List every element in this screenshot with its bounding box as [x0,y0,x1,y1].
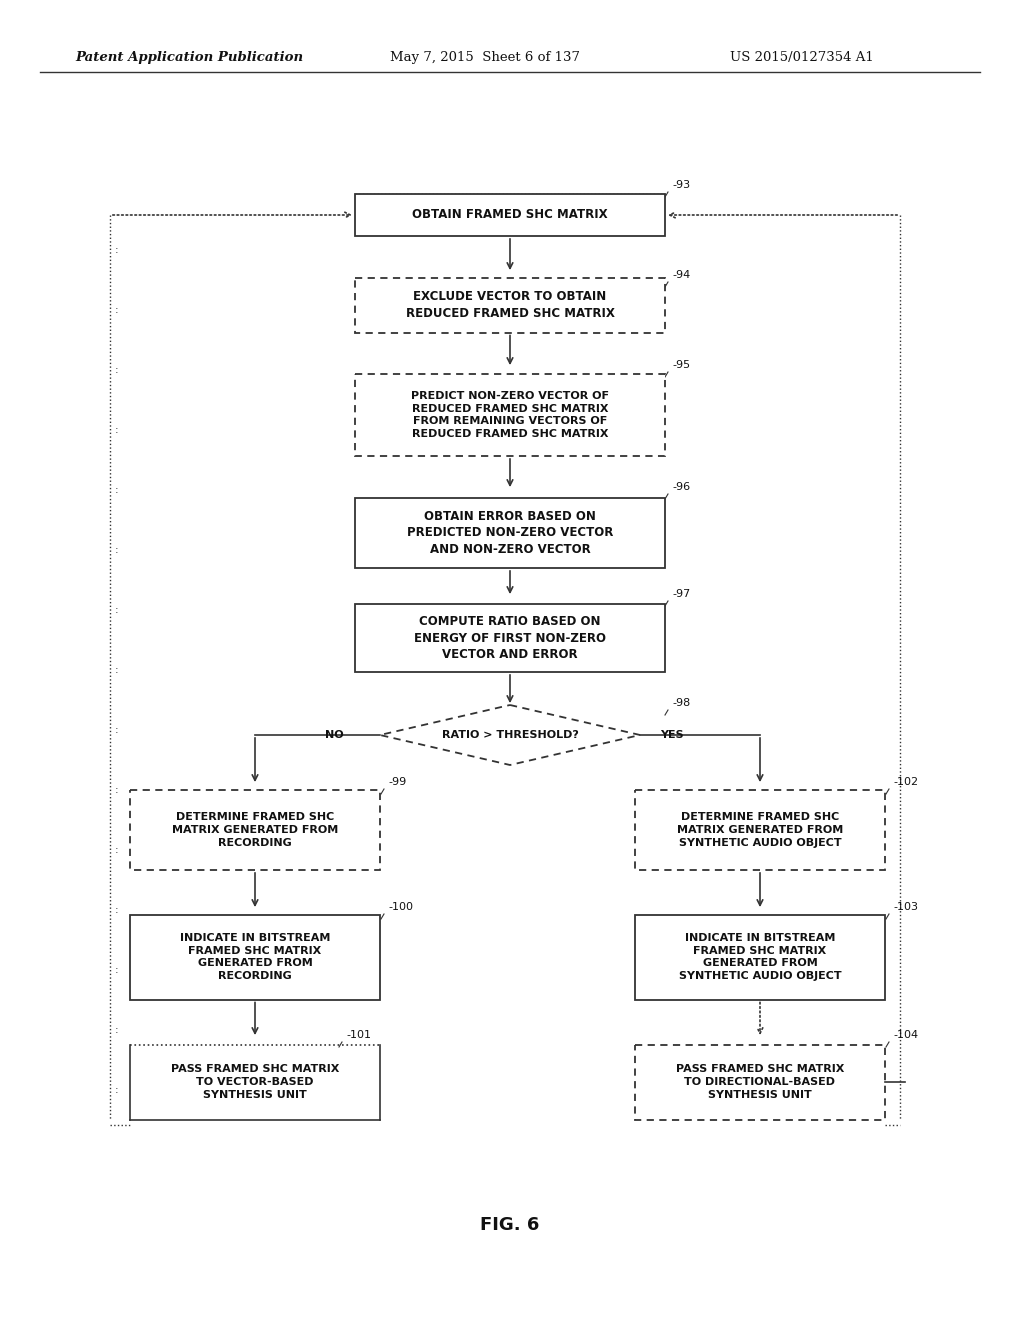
Text: DETERMINE FRAMED SHC
MATRIX GENERATED FROM
RECORDING: DETERMINE FRAMED SHC MATRIX GENERATED FR… [172,812,337,847]
Text: DETERMINE FRAMED SHC
MATRIX GENERATED FROM
SYNTHETIC AUDIO OBJECT: DETERMINE FRAMED SHC MATRIX GENERATED FR… [677,812,843,847]
Text: FIG. 6: FIG. 6 [480,1216,539,1234]
Text: -96: -96 [672,482,690,492]
Text: -101: -101 [345,1030,371,1040]
Text: EXCLUDE VECTOR TO OBTAIN
REDUCED FRAMED SHC MATRIX: EXCLUDE VECTOR TO OBTAIN REDUCED FRAMED … [406,290,613,319]
Text: INDICATE IN BITSTREAM
FRAMED SHC MATRIX
GENERATED FROM
SYNTHETIC AUDIO OBJECT: INDICATE IN BITSTREAM FRAMED SHC MATRIX … [678,933,841,981]
Text: :: : [115,425,118,436]
Bar [129,789,380,870]
Text: Patent Application Publication: Patent Application Publication [75,51,303,65]
Bar [355,194,664,236]
Bar [355,605,664,672]
Bar [355,498,664,568]
Text: :: : [115,725,118,735]
Text: -95: -95 [672,360,690,370]
Text: US 2015/0127354 A1: US 2015/0127354 A1 [730,51,873,65]
Text: PASS FRAMED SHC MATRIX
TO DIRECTIONAL-BASED
SYNTHESIS UNIT: PASS FRAMED SHC MATRIX TO DIRECTIONAL-BA… [676,1064,844,1100]
Text: COMPUTE RATIO BASED ON
ENERGY OF FIRST NON-ZERO
VECTOR AND ERROR: COMPUTE RATIO BASED ON ENERGY OF FIRST N… [414,615,605,661]
Polygon shape [380,705,639,766]
Text: :: : [115,1085,118,1096]
Text: INDICATE IN BITSTREAM
FRAMED SHC MATRIX
GENERATED FROM
RECORDING: INDICATE IN BITSTREAM FRAMED SHC MATRIX … [179,933,330,981]
Bar [129,1044,380,1119]
Text: -94: -94 [672,271,690,280]
Text: :: : [115,906,118,915]
Text: RATIO > THRESHOLD?: RATIO > THRESHOLD? [441,730,578,741]
Bar [635,915,884,999]
Text: :: : [115,366,118,375]
Text: PREDICT NON-ZERO VECTOR OF
REDUCED FRAMED SHC MATRIX
FROM REMAINING VECTORS OF
R: PREDICT NON-ZERO VECTOR OF REDUCED FRAME… [411,391,608,440]
Text: -98: -98 [672,698,690,708]
Text: May 7, 2015  Sheet 6 of 137: May 7, 2015 Sheet 6 of 137 [389,51,580,65]
Text: :: : [115,246,118,255]
Text: :: : [115,1026,118,1035]
Text: -104: -104 [892,1030,917,1040]
Text: -97: -97 [672,589,690,599]
Text: :: : [115,605,118,615]
Text: :: : [115,545,118,554]
Bar [635,789,884,870]
Bar [129,915,380,999]
Text: -103: -103 [892,902,917,912]
Text: -102: -102 [892,777,917,787]
Text: -93: -93 [672,180,690,190]
Text: :: : [115,665,118,675]
Text: :: : [115,785,118,795]
Text: :: : [115,965,118,975]
Text: :: : [115,305,118,315]
Text: :: : [115,845,118,855]
Text: YES: YES [659,730,683,741]
Text: -99: -99 [387,777,406,787]
Bar [355,277,664,333]
Text: OBTAIN ERROR BASED ON
PREDICTED NON-ZERO VECTOR
AND NON-ZERO VECTOR: OBTAIN ERROR BASED ON PREDICTED NON-ZERO… [407,510,612,556]
Text: :: : [115,484,118,495]
Text: OBTAIN FRAMED SHC MATRIX: OBTAIN FRAMED SHC MATRIX [412,209,607,222]
Text: NO: NO [325,730,343,741]
Text: PASS FRAMED SHC MATRIX
TO VECTOR-BASED
SYNTHESIS UNIT: PASS FRAMED SHC MATRIX TO VECTOR-BASED S… [170,1064,339,1100]
Bar [355,374,664,455]
Bar [635,1044,884,1119]
Text: -100: -100 [387,902,413,912]
